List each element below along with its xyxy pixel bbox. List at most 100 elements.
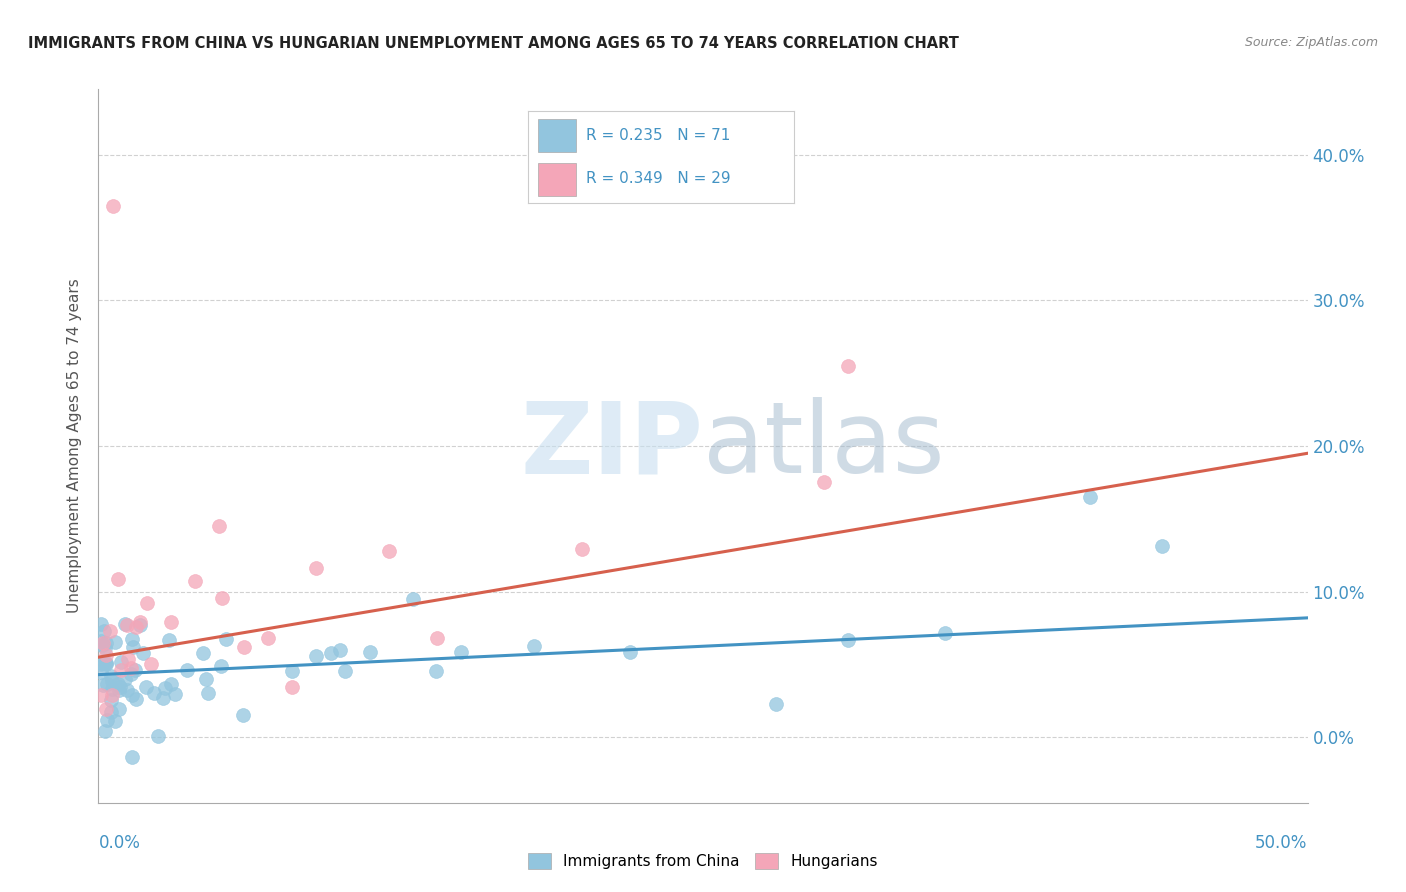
Point [107, 677, 129, 691]
Point [121, 688, 143, 702]
Point [135, 596, 157, 610]
Point [125, 620, 148, 634]
Point [114, 673, 136, 687]
Point [195, 672, 218, 686]
Point [90, 657, 112, 672]
Point [129, 615, 152, 629]
Point [425, 665, 447, 679]
Point [90, 638, 112, 652]
Point [121, 632, 143, 647]
Point [132, 646, 155, 660]
Point [108, 683, 131, 698]
Point [91, 656, 114, 670]
Point [100, 669, 122, 683]
Point [305, 561, 328, 575]
Point [94, 640, 117, 655]
Text: ZIP: ZIP [520, 398, 703, 494]
Point [93, 624, 115, 638]
Point [426, 631, 449, 645]
Point [377, 544, 399, 558]
Point [176, 664, 198, 678]
Point [160, 615, 183, 629]
Point [100, 688, 122, 702]
Point [193, 646, 215, 660]
Point [148, 729, 170, 743]
Point [100, 693, 122, 707]
Point [120, 667, 142, 681]
Point [125, 691, 148, 706]
Point [94, 636, 117, 650]
Point [101, 199, 124, 213]
Point [93, 657, 115, 671]
Point [281, 664, 304, 678]
Point [104, 714, 127, 729]
Point [184, 574, 207, 589]
Point [98, 624, 121, 638]
Point [129, 618, 152, 632]
Text: 0.0%: 0.0% [98, 834, 141, 852]
Point [139, 657, 162, 671]
Point [117, 652, 139, 666]
Point [211, 591, 233, 606]
Point [108, 702, 131, 716]
Point [121, 750, 143, 764]
Point [104, 634, 127, 648]
Point [1078, 490, 1101, 504]
Point [108, 680, 131, 694]
Point [208, 519, 231, 533]
Point [571, 541, 593, 556]
Point [91, 678, 114, 692]
Point [96, 677, 118, 691]
Point [209, 659, 232, 673]
Point [1152, 539, 1174, 553]
Point [117, 683, 139, 698]
Point [124, 663, 146, 677]
Point [121, 640, 143, 654]
Point [152, 691, 174, 706]
Point [100, 682, 122, 697]
Point [232, 707, 254, 722]
Point [837, 359, 859, 373]
Point [232, 640, 254, 654]
Point [117, 618, 139, 632]
Text: IMMIGRANTS FROM CHINA VS HUNGARIAN UNEMPLOYMENT AMONG AGES 65 TO 74 YEARS CORREL: IMMIGRANTS FROM CHINA VS HUNGARIAN UNEMP… [28, 36, 959, 51]
Point [333, 664, 356, 678]
Point [256, 631, 278, 645]
Point [813, 475, 835, 489]
Point [120, 661, 142, 675]
Point [135, 680, 157, 694]
Point [160, 676, 183, 690]
Point [837, 633, 859, 648]
Legend: Immigrants from China, Hungarians: Immigrants from China, Hungarians [522, 847, 884, 875]
Point [100, 674, 122, 689]
Point [143, 686, 166, 700]
Point [319, 646, 342, 660]
Point [96, 702, 118, 716]
Point [90, 634, 112, 648]
Point [523, 639, 546, 653]
Point [93, 723, 115, 738]
Point [91, 636, 114, 650]
Point [110, 664, 132, 678]
Point [96, 656, 118, 670]
Point [90, 689, 112, 703]
Point [359, 645, 381, 659]
Point [450, 645, 472, 659]
Point [305, 648, 328, 663]
Point [765, 698, 787, 712]
Point [114, 617, 136, 632]
Point [90, 665, 112, 679]
Point [163, 687, 186, 701]
Point [94, 657, 117, 671]
Point [110, 655, 132, 669]
Y-axis label: Unemployment Among Ages 65 to 74 years: Unemployment Among Ages 65 to 74 years [67, 278, 83, 614]
Point [402, 592, 425, 607]
Point [934, 626, 956, 640]
Point [96, 648, 118, 663]
Point [96, 713, 118, 727]
Point [100, 706, 122, 720]
Point [153, 681, 176, 695]
Point [159, 633, 181, 648]
Text: 50.0%: 50.0% [1256, 834, 1308, 852]
Point [619, 645, 641, 659]
